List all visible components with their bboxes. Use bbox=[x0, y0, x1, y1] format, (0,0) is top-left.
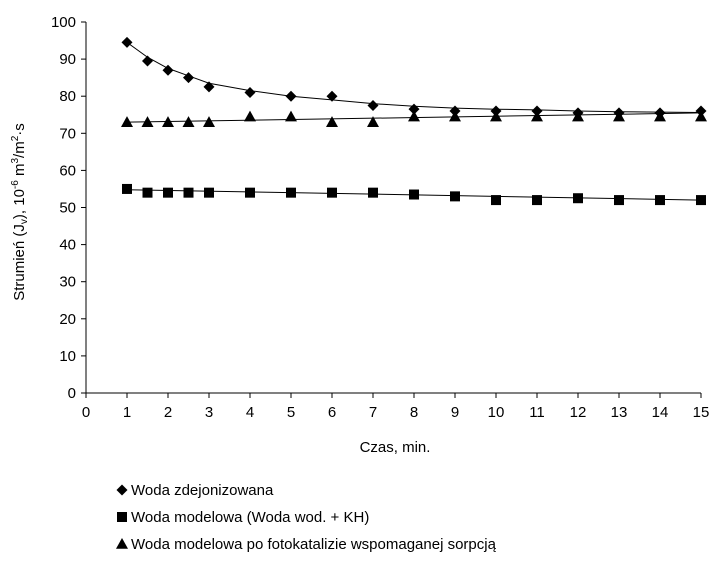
x-tick-label: 3 bbox=[205, 404, 213, 421]
data-point-triangle bbox=[182, 116, 195, 127]
trend-line-series-1 bbox=[126, 42, 702, 114]
x-tick-label: 15 bbox=[693, 404, 710, 421]
data-point-triangle bbox=[162, 116, 174, 127]
data-point-diamond bbox=[244, 86, 256, 98]
x-axis-title: Czas, min. bbox=[360, 439, 431, 456]
y-tick-label: 100 bbox=[51, 14, 76, 31]
data-point-triangle bbox=[531, 110, 543, 122]
data-point-triangle bbox=[408, 110, 420, 122]
legend-marker-triangle bbox=[116, 538, 128, 549]
data-point-diamond bbox=[121, 36, 133, 48]
y-tick-label: 60 bbox=[59, 162, 76, 179]
data-point-square bbox=[245, 187, 255, 198]
y-tick-label: 70 bbox=[59, 125, 76, 142]
data-point-triangle bbox=[285, 110, 297, 122]
x-tick-label: 13 bbox=[611, 404, 628, 421]
y-title-sub: v bbox=[19, 219, 30, 224]
data-point-square bbox=[491, 195, 501, 206]
y-tick-label: 90 bbox=[59, 51, 76, 68]
y-title-sup3: 2 bbox=[10, 135, 21, 141]
y-title-sup1: -6 bbox=[10, 180, 21, 189]
y-tick-label: 40 bbox=[59, 237, 76, 254]
data-point-triangle bbox=[244, 110, 256, 122]
data-point-square bbox=[122, 183, 132, 194]
data-point-square bbox=[450, 191, 460, 202]
data-point-square bbox=[614, 195, 624, 206]
y-title-unit2: /m bbox=[11, 141, 28, 158]
legend-label: Woda modelowa po fotokatalizie wspomagan… bbox=[131, 536, 497, 553]
data-point-triangle bbox=[449, 110, 461, 122]
y-title-unit1: m bbox=[11, 164, 28, 181]
legend: Woda zdejonizowana Woda modelowa (Woda wo… bbox=[116, 482, 497, 553]
x-tick-label: 14 bbox=[652, 404, 669, 421]
data-point-triangle bbox=[121, 116, 133, 127]
data-point-square bbox=[204, 187, 214, 198]
y-tick-label: 80 bbox=[59, 88, 76, 105]
data-point-square bbox=[183, 187, 194, 198]
data-point-square bbox=[696, 195, 706, 206]
data-point-diamond bbox=[203, 81, 215, 93]
legend-label: Woda zdejonizowana bbox=[131, 482, 274, 499]
y-tick-label: 0 bbox=[68, 385, 76, 402]
y-tick-label: 10 bbox=[59, 348, 76, 365]
y-tick-label: 20 bbox=[59, 311, 76, 328]
data-point-diamond bbox=[285, 90, 297, 102]
x-tick-label: 9 bbox=[451, 404, 459, 421]
data-point-triangle bbox=[572, 110, 584, 122]
data-point-square bbox=[142, 187, 153, 198]
x-tick-label: 4 bbox=[246, 404, 254, 421]
legend-marker-square bbox=[117, 512, 127, 522]
x-tick-label: 6 bbox=[328, 404, 336, 421]
x-tick-label: 0 bbox=[82, 404, 90, 421]
data-point-diamond bbox=[142, 55, 153, 67]
data-point-square bbox=[368, 187, 378, 198]
x-tick-label: 11 bbox=[529, 404, 545, 421]
y-title-sup2: 3 bbox=[10, 158, 21, 164]
data-point-diamond bbox=[162, 64, 174, 76]
data-point-triangle bbox=[490, 110, 502, 122]
y-title-prefix: Strumień (J bbox=[11, 224, 28, 301]
data-point-square bbox=[163, 187, 173, 198]
data-points bbox=[121, 36, 707, 206]
x-tick-label: 8 bbox=[410, 404, 418, 421]
data-point-square bbox=[286, 187, 296, 198]
x-tick-label: 1 bbox=[123, 404, 131, 421]
y-axis-title: Strumień (Jv), 10-6 m3/m2·s bbox=[10, 123, 30, 301]
data-point-triangle bbox=[203, 116, 215, 127]
y-tick-label: 30 bbox=[59, 274, 76, 291]
data-point-diamond bbox=[183, 72, 194, 84]
y-title-mid: ), 10 bbox=[11, 189, 28, 219]
data-point-triangle bbox=[141, 116, 154, 127]
data-point-triangle bbox=[367, 116, 379, 127]
x-tick-label: 12 bbox=[570, 404, 587, 421]
data-point-diamond bbox=[326, 90, 338, 102]
legend-marker-diamond bbox=[116, 484, 128, 496]
data-point-square bbox=[532, 195, 542, 206]
data-point-diamond bbox=[367, 99, 379, 111]
y-title-unit3: ·s bbox=[11, 123, 28, 136]
x-tick-label: 5 bbox=[287, 404, 295, 421]
x-tick-label: 7 bbox=[369, 404, 377, 421]
data-point-triangle bbox=[613, 110, 625, 122]
data-point-triangle bbox=[654, 110, 666, 122]
y-tick-label: 50 bbox=[59, 200, 76, 217]
data-point-diamond bbox=[408, 103, 420, 115]
legend-label: Woda modelowa (Woda wod. + KH) bbox=[131, 509, 369, 526]
data-point-square bbox=[573, 193, 583, 204]
x-tick-label: 2 bbox=[164, 404, 172, 421]
data-point-square bbox=[409, 189, 419, 200]
data-point-square bbox=[327, 187, 337, 198]
x-tick-label: 10 bbox=[488, 404, 505, 421]
data-point-triangle bbox=[326, 116, 338, 127]
data-point-triangle bbox=[695, 110, 707, 122]
data-point-square bbox=[655, 195, 665, 206]
